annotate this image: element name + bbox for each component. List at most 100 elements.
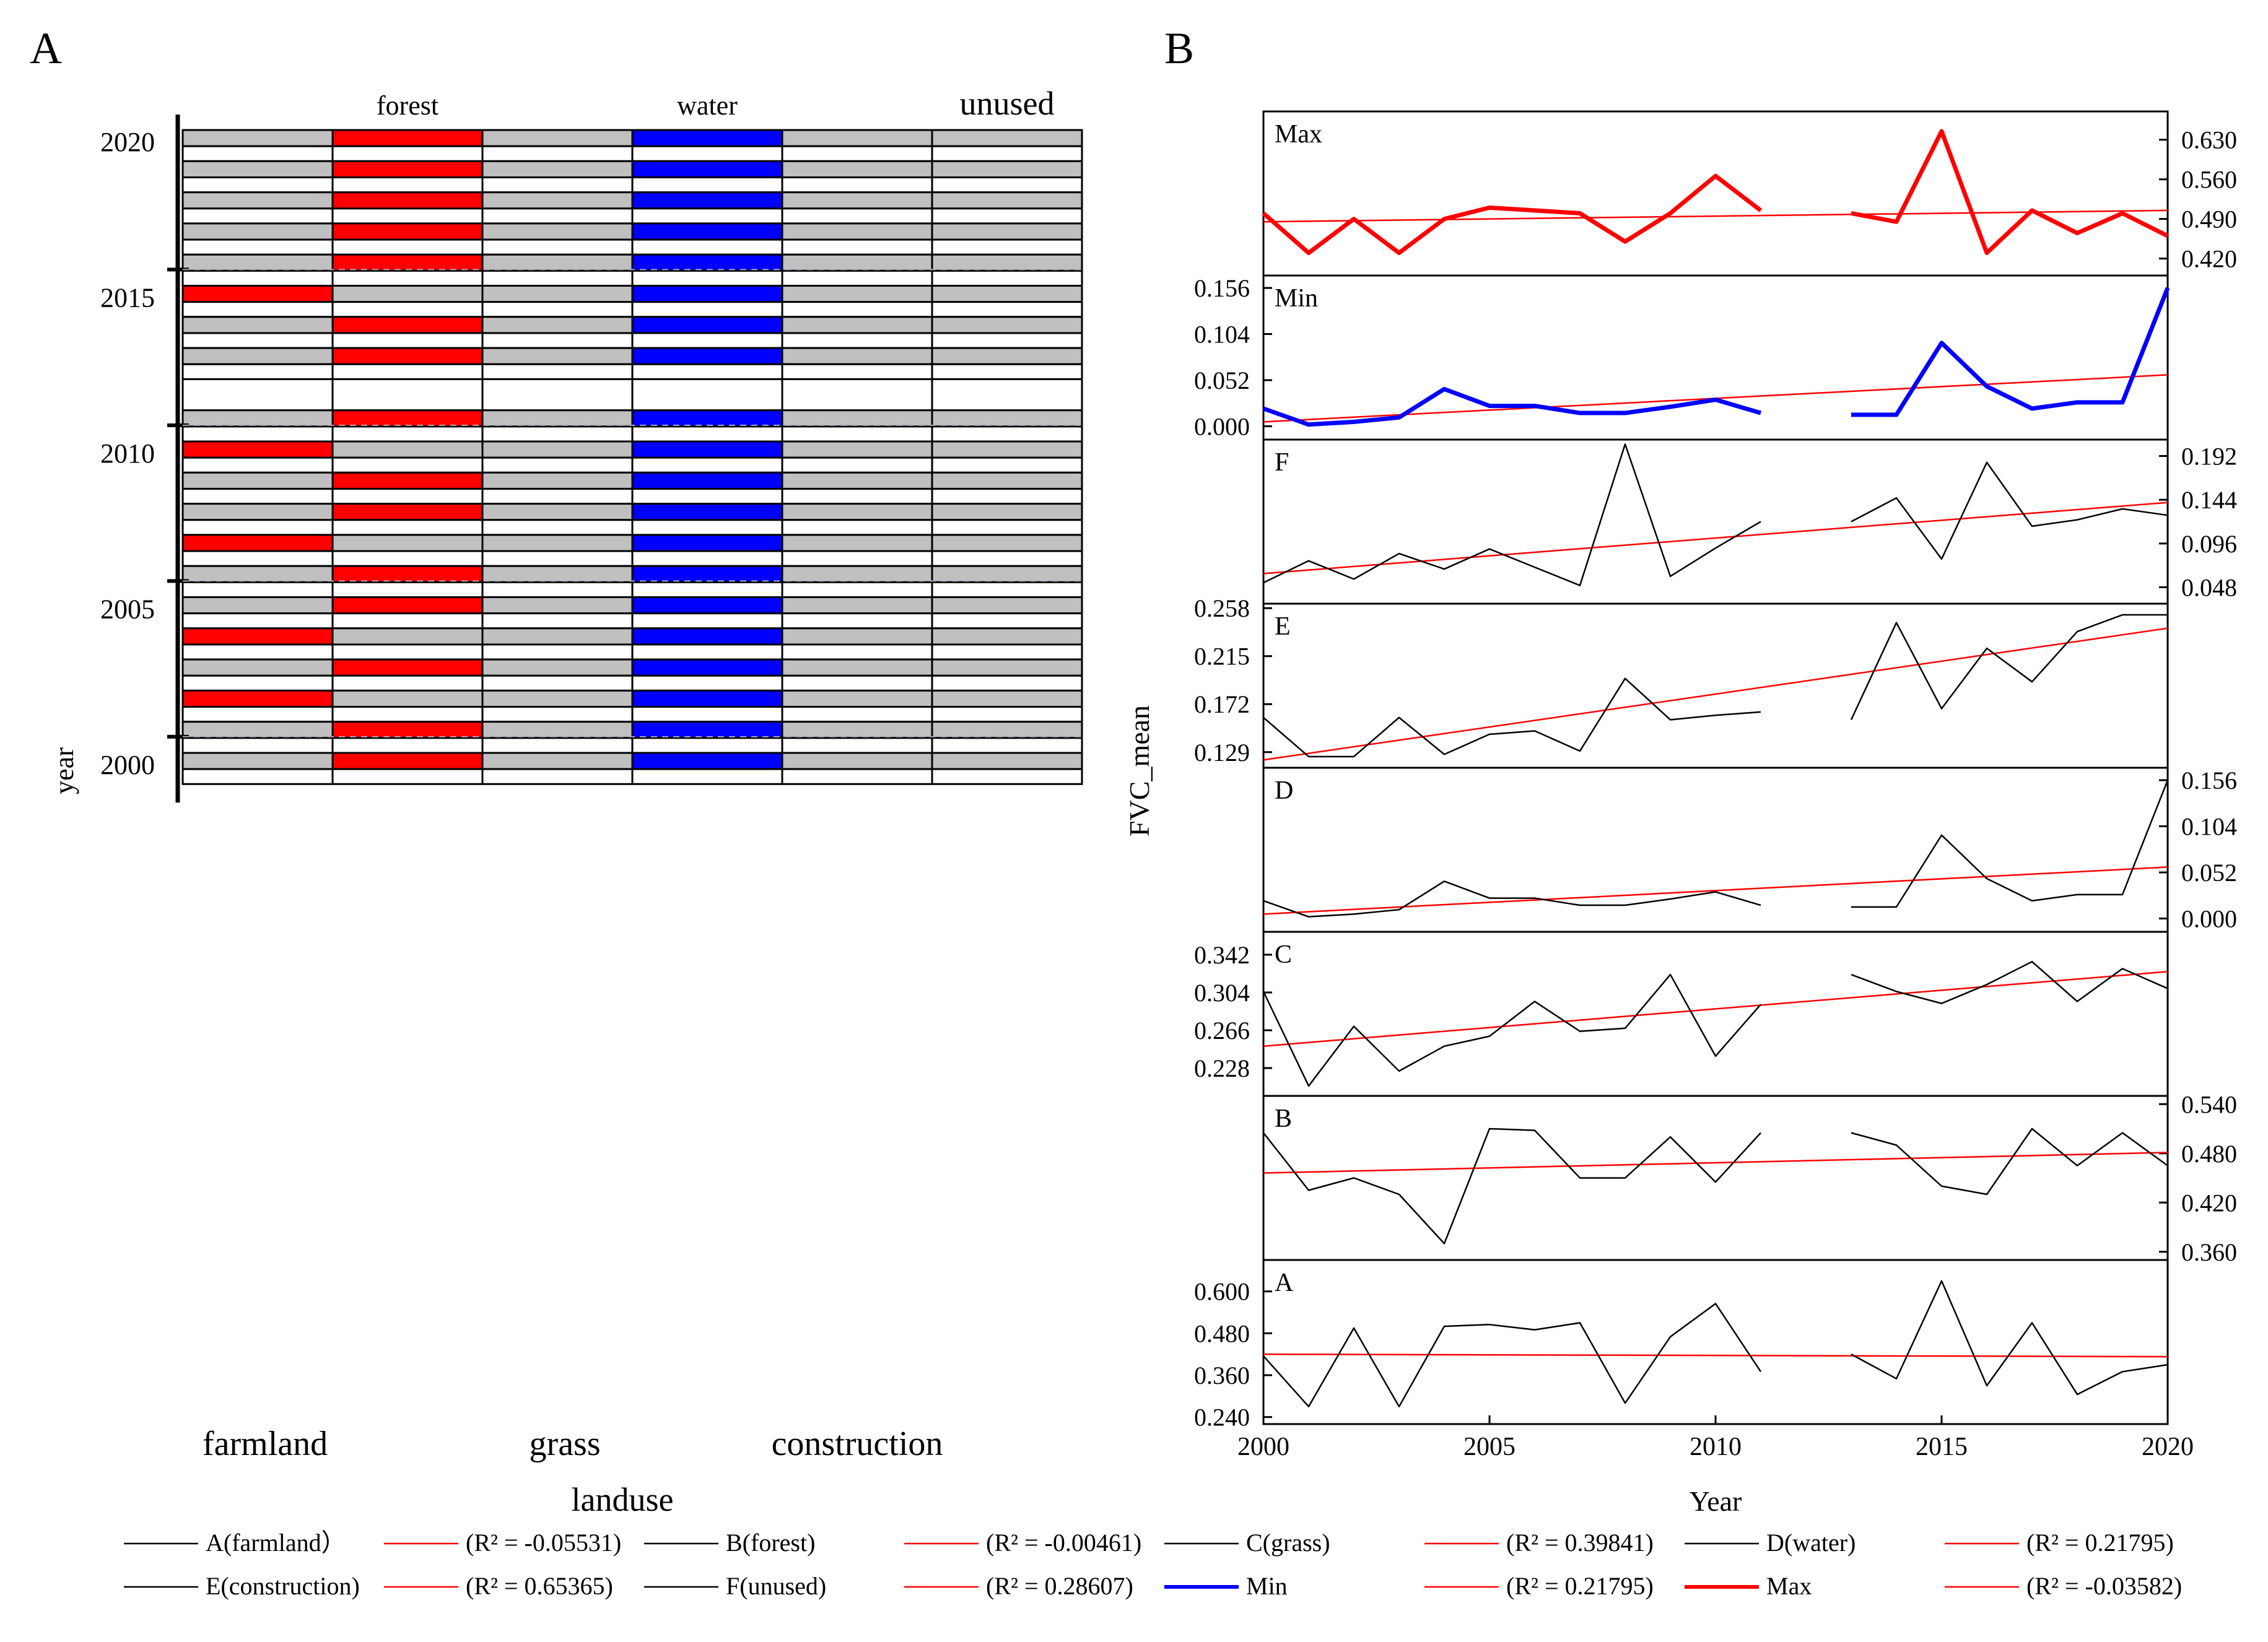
- legend-label: E(construction): [206, 1572, 360, 1600]
- heat-cell: [481, 689, 634, 708]
- heat-cell-gap: [181, 768, 334, 785]
- series-line: [1850, 614, 2168, 721]
- heat-cell: [331, 129, 484, 147]
- heat-cell-gap: [481, 737, 634, 754]
- heat-cell-gap: [481, 301, 634, 318]
- series-line: [1851, 1127, 2168, 1196]
- heat-cell: [931, 471, 1083, 490]
- heat-cell-gap: [181, 706, 334, 723]
- heat-cell: [181, 160, 334, 178]
- y-tick-label: 0.052: [2181, 859, 2237, 887]
- heat-cell: [181, 534, 334, 552]
- legend: A(farmland） (R² = -0.05531) B(forest) (R² =…: [124, 1529, 2182, 1600]
- heat-cell-gap: [781, 581, 933, 599]
- y-tick-label: 0.630: [2181, 126, 2237, 154]
- heat-cell-gap: [331, 519, 484, 536]
- series-line: [1851, 1280, 2168, 1396]
- heat-cell: [631, 658, 783, 677]
- heatmap-col-label-bottom: farmland: [203, 1425, 328, 1463]
- y-tick-label: 0.560: [2181, 166, 2237, 194]
- y-tick-label: 0.228: [1194, 1054, 1250, 1082]
- heat-cell-empty: [181, 378, 334, 412]
- heat-cell-gap: [781, 207, 933, 225]
- heat-cell-gap: [181, 238, 334, 256]
- x-tick-label: 2015: [1916, 1433, 1968, 1461]
- heatmap-year-label: 2005: [100, 594, 155, 625]
- heat-cell: [781, 440, 933, 459]
- heat-cell-gap: [781, 519, 933, 536]
- y-tick-label: 0.480: [1194, 1319, 1250, 1347]
- heat-cell-gap: [331, 643, 484, 661]
- heat-cell: [481, 721, 634, 739]
- legend-label: (R² = 0.28607): [986, 1572, 1133, 1600]
- legend-label: (R² = -0.05531): [466, 1529, 621, 1557]
- heat-cell: [781, 129, 933, 147]
- heat-cell: [181, 627, 334, 646]
- heat-cell-gap: [181, 207, 334, 225]
- heat-cell: [781, 658, 933, 677]
- heat-cell: [631, 253, 783, 272]
- heat-cell-gap: [331, 207, 484, 225]
- heat-cell-gap: [331, 487, 484, 505]
- heatmap-col-label-top: forest: [377, 90, 438, 121]
- legend-label: (R² = 0.39841): [1506, 1529, 1654, 1557]
- heat-cell: [481, 347, 634, 365]
- heat-cell-gap: [631, 706, 783, 723]
- legend-label: (R² = -0.03582): [2026, 1572, 2182, 1600]
- heat-cell-gap: [181, 737, 334, 754]
- heat-cell: [481, 627, 634, 646]
- heat-cell: [631, 222, 783, 241]
- heat-cell: [331, 534, 484, 552]
- heatmap-col-label-top: unused: [960, 85, 1055, 122]
- heat-cell: [181, 596, 334, 615]
- heat-cell-gap: [631, 332, 783, 349]
- heat-cell: [631, 689, 783, 708]
- heat-cell: [481, 285, 634, 303]
- heat-cell-gap: [331, 768, 484, 785]
- trend-line: [1263, 1152, 2168, 1174]
- heat-cell-gap: [481, 519, 634, 536]
- heat-cell-gap: [931, 301, 1083, 318]
- y-tick-label: 0.172: [1194, 690, 1250, 718]
- heat-cell: [931, 721, 1083, 739]
- y-tick-label: 0.480: [2181, 1140, 2237, 1168]
- subplot-label: E: [1275, 612, 1291, 641]
- legend-label: (R² = -0.00461): [986, 1529, 1141, 1557]
- heat-cell-gap: [481, 581, 634, 599]
- heat-cell: [931, 596, 1083, 615]
- heat-cell: [781, 565, 933, 583]
- heat-cell: [181, 409, 334, 428]
- heat-cell-gap: [631, 425, 783, 443]
- heat-cell: [481, 658, 634, 677]
- heat-cell: [331, 409, 484, 428]
- heat-cell: [181, 721, 334, 739]
- trend-line: [1263, 866, 2168, 915]
- series-line: [1263, 1127, 1761, 1245]
- y-tick-label: 0.266: [1194, 1017, 1250, 1045]
- heat-cell: [481, 440, 634, 459]
- y-tick-label: 0.304: [1194, 979, 1250, 1007]
- heat-cell: [331, 222, 484, 241]
- heat-cell-gap: [181, 301, 334, 318]
- series-line: [1263, 1303, 1762, 1408]
- subplot-label: Min: [1275, 284, 1318, 313]
- heat-cell-gap: [931, 176, 1083, 194]
- heat-cell: [631, 503, 783, 521]
- heat-cell-gap: [931, 519, 1083, 536]
- heat-cell-gap: [931, 737, 1083, 754]
- trend-line: [1263, 209, 2168, 223]
- subplot-label: Max: [1275, 120, 1322, 149]
- heat-cell: [781, 222, 933, 241]
- heat-cell: [481, 222, 634, 241]
- y-tick-label: 0.420: [2181, 245, 2237, 273]
- legend-label: (R² = 0.21795): [2026, 1529, 2174, 1557]
- heat-cell-gap: [631, 519, 783, 536]
- subplot-label: A: [1275, 1269, 1294, 1297]
- heat-cell-gap: [631, 612, 783, 630]
- heat-cell: [481, 160, 634, 178]
- heat-cell-gap: [781, 737, 933, 754]
- x-tick-label: 2020: [2142, 1433, 2194, 1461]
- trend-line: [1263, 502, 2168, 575]
- heat-cell-gap: [631, 674, 783, 692]
